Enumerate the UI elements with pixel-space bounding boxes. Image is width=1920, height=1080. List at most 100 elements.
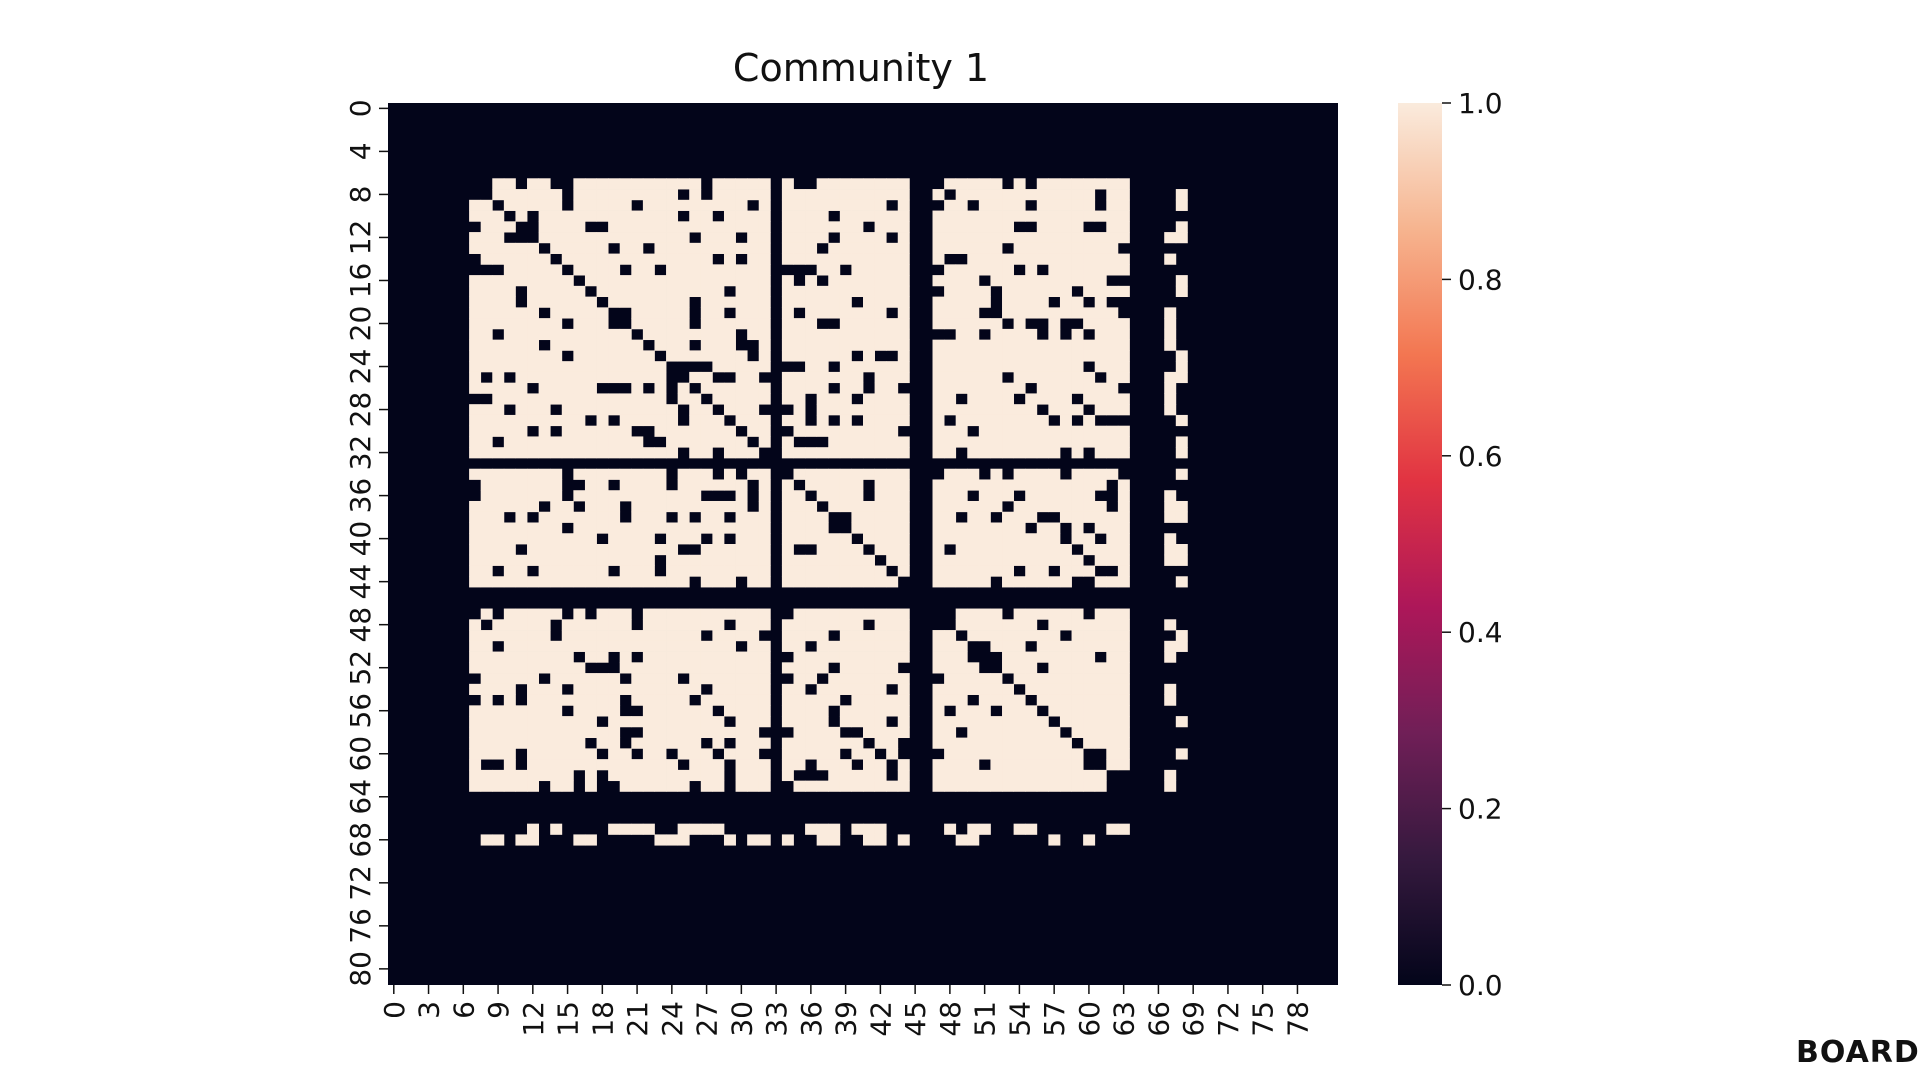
heatmap-cell [1117,371,1130,384]
heatmap-cell [515,511,528,523]
heatmap-cell [1025,533,1038,545]
heatmap-cell [561,328,574,341]
heatmap-cell [805,425,818,437]
heatmap-cell [1164,651,1177,663]
heatmap-cell [978,242,991,254]
heatmap-cell [1048,382,1061,394]
heatmap-cell [839,425,852,437]
heatmap-cell [596,630,609,642]
heatmap-cell [1002,296,1015,308]
heatmap-cell [839,716,852,728]
heatmap-cell [1117,522,1130,534]
heatmap-cell [503,285,516,298]
heatmap-cell [480,651,493,663]
heatmap-cell [608,694,621,706]
heatmap-cell [619,576,632,588]
heatmap-cell [584,651,597,663]
heatmap-cell [654,328,667,341]
heatmap-cell [538,210,551,222]
heatmap-cell [805,199,818,211]
heatmap-cell [654,253,667,265]
heatmap-cell [758,221,771,233]
heatmap-cell [851,522,864,534]
heatmap-cell [932,361,945,373]
heatmap-cell [1117,640,1130,652]
heatmap-cell [584,178,597,190]
heatmap-cell [480,500,493,513]
heatmap-cell [897,780,910,792]
heatmap-cell [1071,565,1084,577]
heatmap-cell [955,414,968,427]
heatmap-cell [758,619,771,631]
heatmap-cell [550,382,563,394]
heatmap-cell [596,178,609,190]
heatmap-cell [492,726,505,739]
heatmap-cell [712,232,725,244]
heatmap-cell [886,780,899,792]
heatmap-cell [573,382,586,394]
heatmap-cell [561,737,574,749]
heatmap-cell [1094,737,1107,749]
heatmap-cell [955,576,968,588]
heatmap-cell [863,673,875,685]
heatmap-cell [978,823,991,835]
heatmap-cell [677,479,690,491]
heatmap-cell [1106,447,1119,459]
heatmap-cell [805,726,818,739]
heatmap-cell [561,619,574,631]
heatmap-cell [596,544,609,556]
heatmap-cell [631,285,644,298]
heatmap-cell [480,447,493,459]
heatmap-cell [1094,307,1107,319]
heatmap-cell [955,662,968,674]
heatmap-cell [1059,404,1072,416]
heatmap-cell [654,404,667,416]
heatmap-cell [666,576,679,588]
heatmap-cell [596,640,609,652]
heatmap-cell [967,178,980,190]
heatmap-cell [758,651,771,663]
heatmap-cell [851,662,864,674]
heatmap-cell [596,565,609,577]
heatmap-cell [1094,716,1107,728]
heatmap-cell [863,318,875,330]
heatmap-cell [503,189,516,201]
heatmap-cell [677,834,690,846]
heatmap-cell [700,404,713,416]
heatmap-cell [608,447,621,459]
heatmap-cell [619,178,632,190]
heatmap-cell [1002,479,1015,491]
heatmap-cell [561,544,574,556]
heatmap-cell [955,780,968,792]
heatmap-cell [978,565,991,577]
heatmap-cell [1071,264,1084,276]
heatmap-cell [527,780,540,792]
heatmap-cell [967,393,980,405]
heatmap-cell [712,780,725,792]
heatmap-cell [561,726,574,739]
heatmap-cell [515,533,528,545]
heatmap-cell [666,500,679,513]
heatmap-cell [897,371,910,384]
heatmap-cell [723,500,736,513]
heatmap-cell [550,683,563,695]
heatmap-cell [654,683,667,695]
heatmap-cell [1106,640,1119,652]
heatmap-cell [666,436,679,448]
heatmap-cell [863,769,875,782]
heatmap-cell [700,447,713,459]
heatmap-cell [492,533,505,545]
heatmap-cell [747,533,760,545]
heatmap-cell [967,318,980,330]
heatmap-cell [747,361,760,373]
heatmap-cell [816,780,829,792]
heatmap-cell [828,350,841,362]
heatmap-cell [515,834,528,846]
heatmap-cell [944,425,957,437]
heatmap-cell [480,694,493,706]
heatmap-cell [550,307,563,319]
heatmap-cell [990,404,1003,416]
heatmap-cell [747,726,760,739]
heatmap-cell [1175,189,1188,201]
heatmap-cell [1048,468,1061,480]
